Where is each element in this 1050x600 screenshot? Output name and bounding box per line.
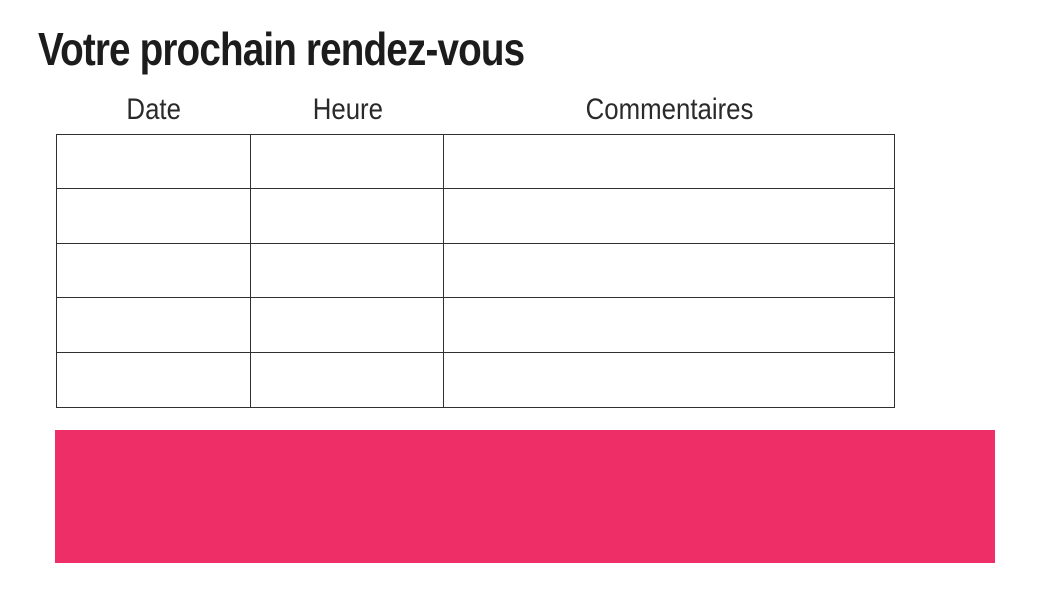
column-header-commentaires-label: Commentaires [585,93,754,126]
pink-banner [55,430,995,563]
table-cell [57,189,251,244]
table-cell [444,189,894,244]
table-cell [251,298,444,353]
table-cell [57,243,251,299]
appointments-table [56,134,895,408]
table-cell [57,135,251,190]
table-header-row: Date Heure Commentaires [56,93,895,127]
column-header-date-label: Date [126,93,181,126]
table-cell [251,135,444,190]
table-cell [444,298,894,353]
column-header-commentaires: Commentaires [444,93,895,127]
column-header-heure: Heure [251,93,444,127]
table-cell [57,298,251,353]
table-cell [57,352,251,407]
table-cell [251,352,444,407]
table-cell [251,189,444,244]
table-cell [444,244,894,299]
column-header-heure-label: Heure [312,93,383,126]
table-cell [251,243,444,299]
page-title: Votre prochain rendez-vous [38,23,525,75]
table-cell [444,135,894,190]
column-header-date: Date [56,93,251,127]
table-cell [444,353,894,407]
